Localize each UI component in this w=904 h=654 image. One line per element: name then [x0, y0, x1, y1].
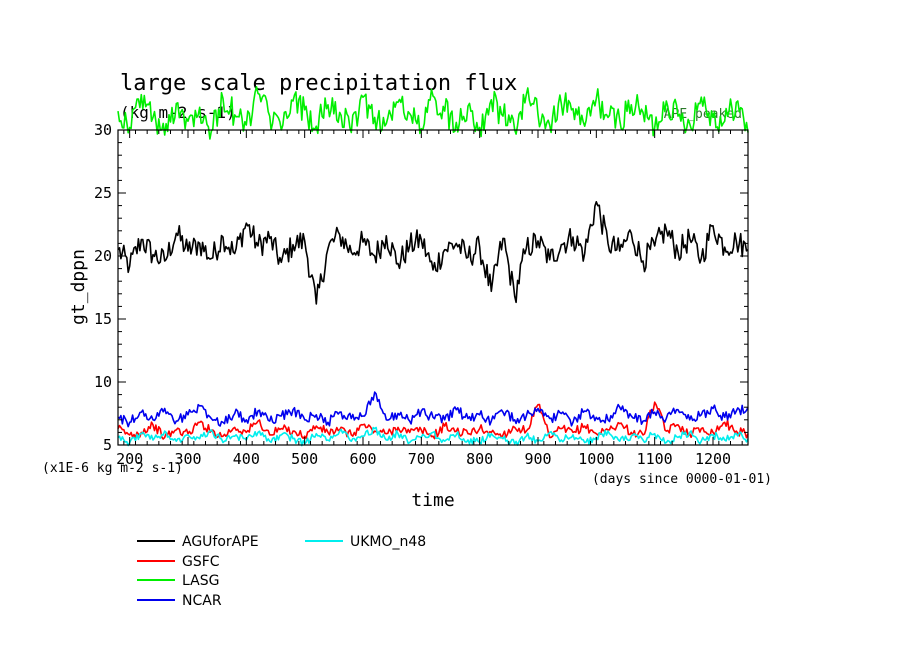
y-tick-label: 20 [94, 247, 112, 265]
y-tick-label: 5 [103, 436, 112, 454]
series-line-lasg [117, 86, 749, 140]
x-tick-label: 1100 [637, 450, 673, 468]
series-line-ukmo_n48 [117, 426, 749, 447]
y-scale-note: (x1E-6 kg m-2 s-1) [42, 461, 183, 476]
legend-entry-aguforape: AGUforAPE [137, 534, 259, 550]
experiment-tag: APE_peaked [664, 107, 742, 122]
legend-label: GSFC [182, 554, 220, 570]
chart-units: (kg m-2 s-1) [120, 103, 236, 122]
plot-frame [117, 129, 749, 446]
y-tick-label: 25 [94, 184, 112, 202]
y-axis-title: gt_dppn [68, 249, 89, 325]
y-tick-label: 10 [94, 373, 112, 391]
x-axis-title: time [411, 490, 454, 511]
x-tick-label: 1000 [578, 450, 614, 468]
legend-entry-ncar: NCAR [137, 593, 222, 609]
legend-entry-lasg: LASG [137, 573, 219, 589]
legend: AGUforAPE GSFC LASG NCAR UKMO_n48 [137, 534, 426, 609]
legend-label: NCAR [182, 593, 222, 609]
x-tick-label: 500 [291, 450, 318, 468]
x-tick-label: 400 [233, 450, 260, 468]
axes-layer [117, 129, 749, 446]
y-tick-label: 30 [94, 121, 112, 139]
x-tick-label: 900 [524, 450, 551, 468]
x-units-note: (days since 0000-01-01) [592, 472, 772, 487]
legend-label: LASG [182, 573, 219, 589]
x-tick-label: 800 [466, 450, 493, 468]
series-line-aguforape [117, 201, 749, 305]
x-tick-label: 200 [116, 450, 143, 468]
x-tick-label: 1200 [695, 450, 731, 468]
series-layer [117, 86, 749, 447]
x-tick-label: 700 [408, 450, 435, 468]
y-tick-label: 15 [94, 310, 112, 328]
legend-entry-ukmo_n48: UKMO_n48 [305, 534, 426, 550]
y-tick-labels: 5 10 15 20 25 30 [94, 121, 112, 454]
chart-title: large scale precipitation flux [120, 71, 517, 96]
series-line-ncar [117, 391, 749, 428]
x-tick-label: 300 [174, 450, 201, 468]
x-tick-label: 600 [349, 450, 376, 468]
legend-entry-gsfc: GSFC [137, 554, 220, 570]
x-tick-labels: 200 300 400 500 600 700 800 900 1000 1100 1200 [116, 450, 731, 468]
legend-label: AGUforAPE [182, 534, 259, 550]
series-line-gsfc [117, 401, 749, 440]
legend-label: UKMO_n48 [350, 534, 426, 550]
